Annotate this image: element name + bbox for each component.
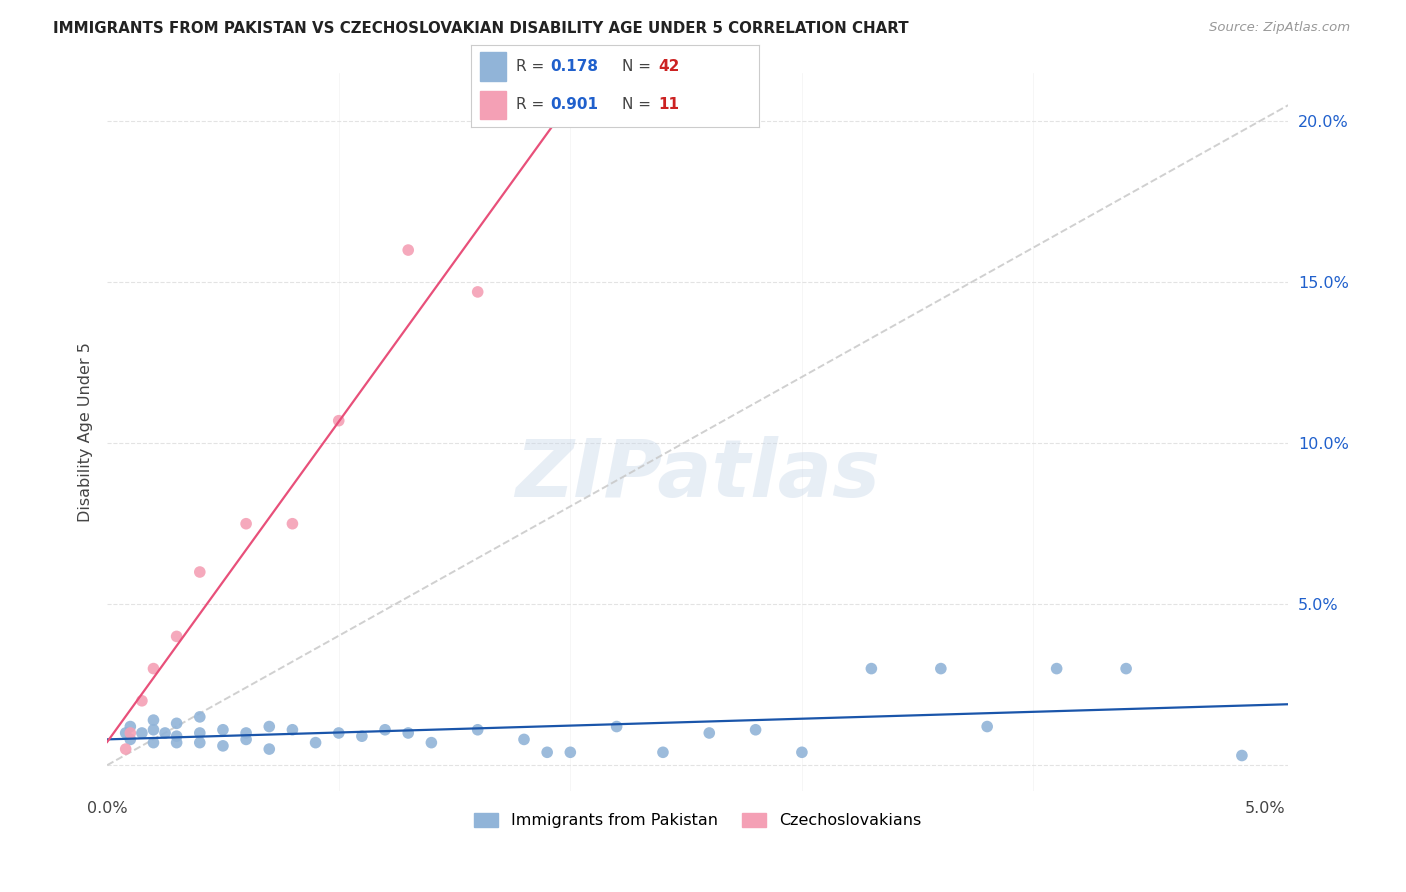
Text: ZIPatlas: ZIPatlas <box>515 436 880 514</box>
Point <box>212 739 235 753</box>
Point <box>131 694 153 708</box>
Point <box>259 742 281 756</box>
Point <box>235 726 257 740</box>
Legend: Immigrants from Pakistan, Czechoslovakians: Immigrants from Pakistan, Czechoslovakia… <box>468 806 928 835</box>
Point <box>374 723 396 737</box>
Point <box>328 414 350 428</box>
Point <box>142 662 165 676</box>
Point <box>420 736 443 750</box>
Point <box>350 729 373 743</box>
Point <box>652 745 675 759</box>
Point <box>396 726 419 740</box>
Point <box>467 285 489 299</box>
Point <box>142 736 165 750</box>
Point <box>166 729 188 743</box>
Text: IMMIGRANTS FROM PAKISTAN VS CZECHOSLOVAKIAN DISABILITY AGE UNDER 5 CORRELATION C: IMMIGRANTS FROM PAKISTAN VS CZECHOSLOVAK… <box>53 21 910 37</box>
Point <box>536 745 558 759</box>
Point <box>212 723 235 737</box>
Text: R =: R = <box>516 97 548 112</box>
Point <box>188 565 211 579</box>
Point <box>235 516 257 531</box>
Text: N =: N = <box>623 97 657 112</box>
Text: 42: 42 <box>658 59 679 74</box>
Point <box>166 629 188 643</box>
Text: Source: ZipAtlas.com: Source: ZipAtlas.com <box>1209 21 1350 35</box>
Point <box>142 713 165 727</box>
Point <box>166 716 188 731</box>
Point <box>114 726 136 740</box>
Point <box>120 726 142 740</box>
Bar <box>479 91 506 120</box>
Point <box>790 745 813 759</box>
Point <box>281 723 304 737</box>
Point <box>1046 662 1069 676</box>
Point <box>396 243 419 257</box>
Text: N =: N = <box>623 59 657 74</box>
Bar <box>479 52 506 80</box>
Point <box>142 723 165 737</box>
Text: 0.901: 0.901 <box>550 97 599 112</box>
Point <box>1230 748 1253 763</box>
Point <box>131 726 153 740</box>
Point <box>467 723 489 737</box>
Text: 0.178: 0.178 <box>550 59 599 74</box>
Text: R =: R = <box>516 59 548 74</box>
Point <box>860 662 883 676</box>
Point <box>153 726 176 740</box>
Point <box>744 723 766 737</box>
Point <box>114 742 136 756</box>
Point <box>188 710 211 724</box>
Point <box>328 726 350 740</box>
Point <box>281 516 304 531</box>
Point <box>235 732 257 747</box>
Point <box>120 720 142 734</box>
Point <box>513 732 536 747</box>
Point <box>120 732 142 747</box>
Y-axis label: Disability Age Under 5: Disability Age Under 5 <box>79 342 93 522</box>
Point <box>606 720 628 734</box>
Point <box>188 736 211 750</box>
Point <box>697 726 720 740</box>
Point <box>259 720 281 734</box>
Point <box>560 745 582 759</box>
Point <box>929 662 952 676</box>
Point <box>166 736 188 750</box>
Point <box>976 720 998 734</box>
Text: 11: 11 <box>658 97 679 112</box>
Point <box>1115 662 1137 676</box>
Point <box>188 726 211 740</box>
Point <box>304 736 326 750</box>
